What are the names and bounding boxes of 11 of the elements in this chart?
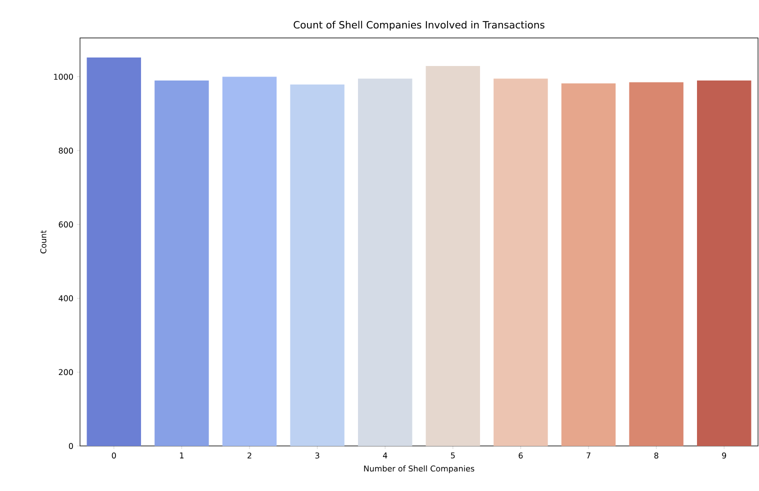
bar — [222, 76, 277, 446]
bar — [426, 66, 480, 446]
bar — [494, 78, 548, 446]
bar — [154, 80, 209, 446]
bar — [696, 80, 752, 446]
bar — [561, 83, 616, 446]
bar — [629, 82, 684, 446]
bar — [358, 78, 412, 446]
bar — [290, 84, 344, 446]
chart-title: Count of Shell Companies Involved in Transactions — [294, 20, 544, 30]
bar — [86, 58, 142, 446]
